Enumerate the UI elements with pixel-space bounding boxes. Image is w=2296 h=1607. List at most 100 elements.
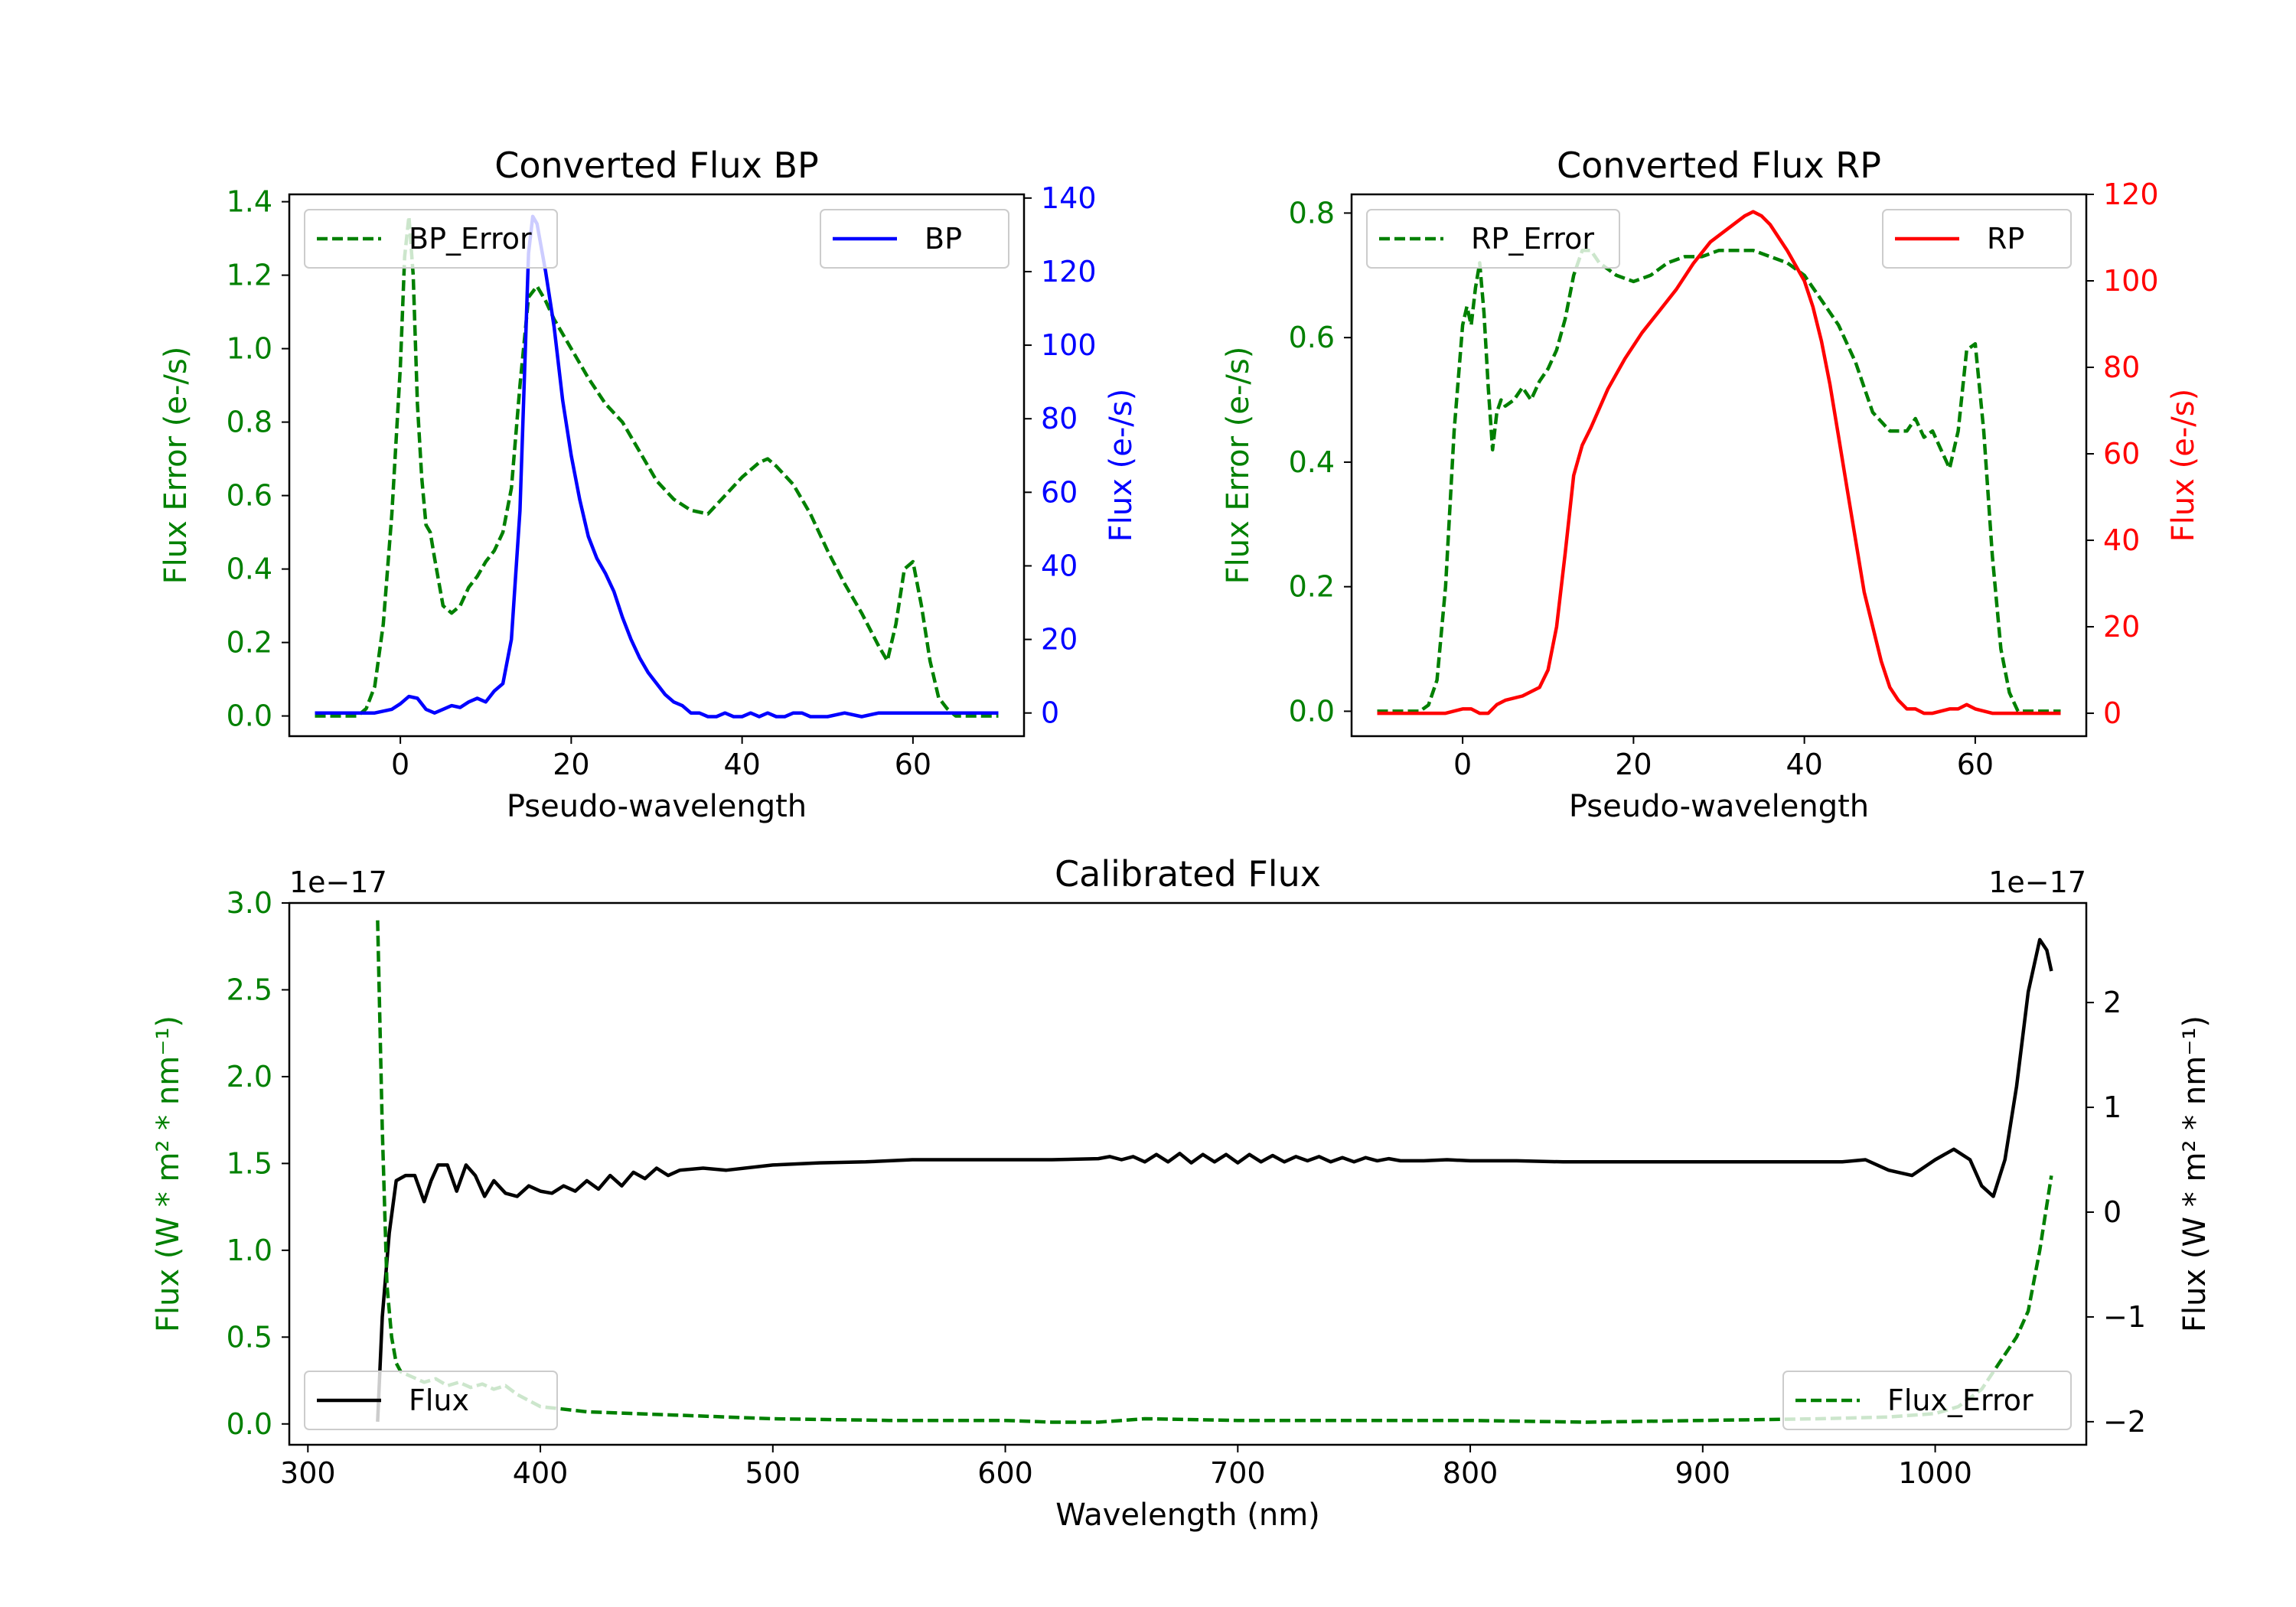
bp-xtick-label: 20 [553,748,589,781]
cal-ytick-left-label: 0.0 [227,1407,272,1441]
series-line-rp [1377,210,2061,715]
bp-ytick-right-label: 120 [1041,255,1097,288]
rp-xtick-label: 40 [1786,748,1822,781]
bp-ytick-left-label: 0.0 [227,699,272,733]
rp-ytick-left-label: 0.6 [1289,321,1335,354]
legend-label: Flux [409,1384,469,1417]
rp-legend-rp-error: RP_Error [1366,209,1620,269]
cal-xlabel: Wavelength (nm) [1055,1498,1320,1533]
cal-ylabel-right: Flux (W * m² * nm⁻¹) [2177,1015,2213,1332]
cal-xtick-label: 700 [1210,1456,1266,1490]
bp-ytick-left-label: 0.6 [227,479,272,513]
rp-ytick-right-label: 40 [2103,523,2140,557]
bp-chart: Converted Flux BP 0 20 40 60 Pseudo-wavelengt… [158,145,1139,824]
cal-xtick-label: 500 [745,1456,801,1490]
cal-ytick-left-label: 3.0 [227,886,272,920]
rp-axes-frame [1350,193,2088,738]
legend-label: Flux_Error [1887,1384,2033,1417]
cal-ytick-right-label: 0 [2103,1195,2122,1229]
cal-axes-frame [288,901,2088,1446]
cal-offset-left: 1e−17 [289,865,387,899]
series-line-bp [315,214,999,719]
rp-ylabel-right: Flux (e-/s) [2166,389,2201,542]
bp-legend-bp: BP [820,209,1009,269]
legend-box [1782,1371,2072,1430]
cal-ytick-left-label: 2.5 [227,973,272,1006]
bp-xtick-label: 60 [895,748,931,781]
bp-ylabel-left: Flux Error (e-/s) [158,347,194,585]
bp-ytick-right-label: 140 [1041,181,1097,215]
bp-ytick-left-label: 0.2 [227,626,272,660]
cal-ytick-right-label: −1 [2103,1300,2146,1334]
bp-ytick-right-label: 100 [1041,328,1097,362]
bp-title: Converted Flux BP [494,145,819,186]
cal-ytick-right-label: 1 [2103,1090,2122,1124]
bp-ytick-left-label: 0.8 [227,406,272,439]
bp-xtick-label: 40 [723,748,760,781]
series-line-flux [376,937,2053,1423]
rp-title: Converted Flux RP [1557,145,1881,186]
cal-chart: Calibrated Flux 300 400 500 600 700 800 900 1000… [151,853,2213,1533]
bp-ytick-left-label: 0.4 [227,553,272,586]
series-line-flux-error [376,920,2053,1424]
bp-ytick-left-label: 1.4 [227,185,272,219]
legend-label: RP [1987,222,2024,256]
bp-ylabel-right: Flux (e-/s) [1104,389,1139,542]
series-line-bp-error [315,214,999,718]
bp-ytick-right-label: 60 [1041,475,1078,509]
cal-legend-flux: Flux [304,1371,558,1430]
rp-ytick-left-label: 0.8 [1289,196,1335,230]
rp-chart: Converted Flux RP 0 20 40 60 Pseudo-wavelengt… [1221,145,2201,824]
cal-xtick-label: 400 [513,1456,569,1490]
cal-title: Calibrated Flux [1055,853,1321,895]
cal-ytick-left-label: 1.5 [227,1146,272,1180]
legend-label: BP [925,222,962,256]
rp-ylabel-left: Flux Error (e-/s) [1221,347,1256,585]
series-line-rp-error [1377,248,2061,713]
bp-ytick-left-label: 1.0 [227,332,272,366]
cal-ytick-left-label: 2.0 [227,1060,272,1094]
cal-ylabel-left: Flux (W * m² * nm⁻¹) [151,1015,186,1332]
bp-ytick-right-label: 40 [1041,549,1078,582]
bp-axes-frame [288,193,1026,738]
rp-ytick-right-label: 60 [2103,437,2140,471]
bp-ytick-right-label: 80 [1041,402,1078,435]
cal-xtick-label: 900 [1675,1456,1731,1490]
rp-ytick-left-label: 0.2 [1289,570,1335,604]
rp-xtick-label: 20 [1615,748,1652,781]
cal-ytick-right-label: 2 [2103,986,2122,1019]
cal-ytick-left-label: 0.5 [227,1320,272,1354]
rp-xtick-label: 0 [1453,748,1472,781]
rp-ytick-right-label: 120 [2103,178,2159,211]
rp-xlabel: Pseudo-wavelength [1569,789,1869,824]
cal-xtick-label: 1000 [1898,1456,1972,1490]
cal-xtick-label: 600 [977,1456,1033,1490]
bp-xlabel: Pseudo-wavelength [507,789,807,824]
rp-ytick-right-label: 0 [2103,696,2122,730]
cal-ytick-left-label: 1.0 [227,1234,272,1267]
rp-ytick-right-label: 20 [2103,610,2140,644]
legend-box [304,1371,558,1430]
cal-xtick-label: 800 [1443,1456,1499,1490]
rp-legend-rp: RP [1882,209,2072,269]
bp-ytick-right-label: 20 [1041,623,1078,657]
legend-label: BP_Error [409,222,532,256]
bp-ytick-left-label: 1.2 [227,259,272,292]
rp-ytick-right-label: 100 [2103,264,2159,298]
rp-ytick-right-label: 80 [2103,350,2140,384]
legend-box [1882,209,2072,269]
rp-xtick-label: 60 [1957,748,1994,781]
rp-ytick-left-label: 0.0 [1289,694,1335,728]
cal-legend-flux-error: Flux_Error [1782,1371,2072,1430]
bp-ytick-right-label: 0 [1041,696,1059,730]
cal-offset-right: 1e−17 [1988,865,2086,899]
legend-box [304,209,558,269]
bp-xtick-label: 0 [391,748,409,781]
legend-box [1366,209,1620,269]
legend-label: RP_Error [1471,222,1594,256]
cal-xtick-label: 300 [280,1456,336,1490]
cal-ytick-right-label: −2 [2103,1405,2146,1439]
bp-legend-bp-error: BP_Error [304,209,558,269]
rp-ytick-left-label: 0.4 [1289,445,1335,479]
